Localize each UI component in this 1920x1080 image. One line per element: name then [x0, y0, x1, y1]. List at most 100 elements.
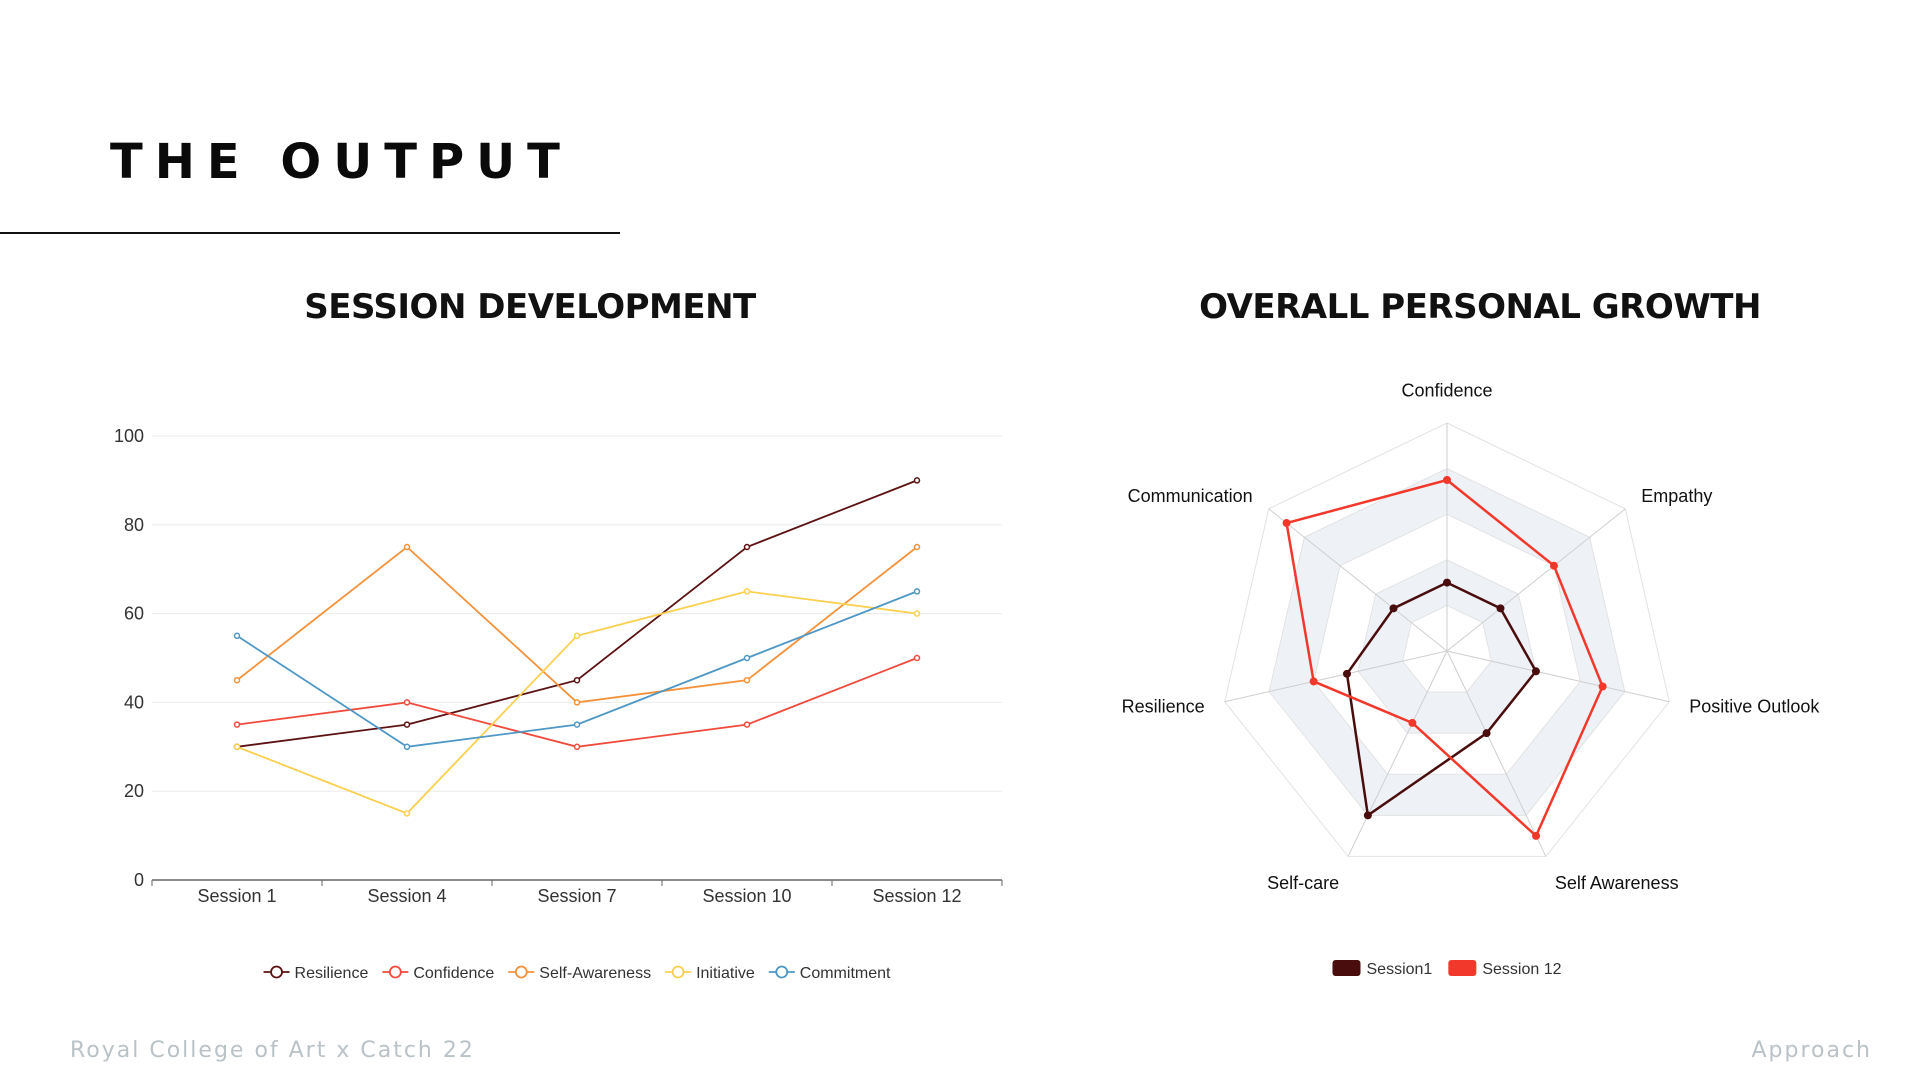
data-point [913, 610, 921, 617]
radar-axis-label: Self-care [1267, 873, 1339, 893]
radar-data-point [1408, 718, 1417, 727]
radar-axis-label: Communication [1128, 486, 1253, 506]
data-point [233, 721, 241, 728]
radar-spoke [1224, 650, 1448, 703]
legend-label: Resilience [295, 965, 369, 982]
y-tick-label: 20 [124, 781, 144, 801]
radar-legend-swatch [1332, 960, 1361, 976]
data-point [573, 699, 581, 706]
radar-series-session1 [1342, 578, 1540, 820]
x-tick-label: Session 1 [197, 886, 276, 906]
data-point [743, 654, 751, 662]
data-point [403, 743, 411, 751]
radar-spoke [1347, 650, 1448, 857]
x-tick-label: Session 4 [367, 886, 446, 906]
data-point [573, 676, 581, 684]
radar-spoke [1446, 650, 1547, 857]
radar-spoke [1446, 508, 1626, 652]
data-point [913, 588, 921, 595]
data-point [233, 632, 241, 640]
data-point [573, 721, 581, 728]
series-initiative [233, 588, 921, 817]
radar-spoke [1268, 508, 1448, 652]
radar-axis-label: Positive Outlook [1689, 696, 1820, 716]
legend-item: Confidence [382, 965, 494, 982]
legend-swatch-marker [671, 965, 685, 979]
data-point [743, 543, 751, 551]
radar-data-point [1482, 729, 1491, 738]
radar-data-point [1443, 578, 1451, 587]
radar-data-point [1531, 667, 1540, 676]
radar-data-point [1549, 561, 1558, 570]
line-chart-heading: SESSION DEVELOPMENT [304, 287, 756, 327]
y-tick-label: 100 [114, 426, 144, 446]
radar-axis-label: Self Awareness [1555, 873, 1679, 893]
legend-item: Initiative [665, 965, 755, 982]
radar-series-outline [1345, 581, 1538, 818]
radar-data-point [1532, 831, 1541, 840]
radar-chart-heading: OVERALL PERSONAL GROWTH [1199, 287, 1761, 327]
legend-swatch-marker [514, 965, 528, 979]
data-point [913, 543, 921, 551]
series-commitment [233, 588, 921, 751]
legend-label: Commitment [800, 965, 891, 982]
x-tick-label: Session 7 [537, 886, 616, 906]
x-tick-label: Session 10 [702, 886, 791, 906]
radar-spoke [1446, 650, 1670, 703]
radar-legend-label: Session 12 [1482, 961, 1561, 978]
radar-axis-label: Empathy [1641, 486, 1712, 506]
radar-chart-legend: Session1 Session 12 [1332, 960, 1562, 978]
legend-item: Self-Awareness [508, 965, 651, 982]
data-point [743, 721, 751, 728]
y-tick-label: 80 [124, 515, 144, 535]
legend-swatch-marker [388, 965, 402, 979]
radar-data-point [1282, 519, 1291, 528]
title-underline [0, 232, 620, 234]
radar-series-session-12 [1282, 476, 1607, 840]
data-point [743, 676, 751, 684]
radar-series-outline [1285, 478, 1604, 838]
legend-item: Commitment [768, 965, 891, 982]
data-point [403, 810, 411, 817]
radar-data-point [1309, 677, 1318, 686]
line-chart-legend: Resilience Confidence Self-Awareness Initia… [263, 965, 891, 982]
legend-label: Self-Awareness [539, 965, 651, 982]
data-point [913, 654, 921, 662]
data-point [233, 676, 241, 684]
footer-credit: Royal College of Art x Catch 22 [70, 1038, 475, 1063]
radar-data-point [1598, 682, 1607, 691]
legend-label: Initiative [696, 965, 755, 982]
radar-legend-item: Session 12 [1448, 960, 1562, 978]
legend-swatch-marker [775, 965, 789, 979]
data-point [403, 721, 411, 728]
y-tick-label: 0 [134, 870, 144, 890]
y-tick-label: 40 [124, 692, 144, 712]
data-point [743, 588, 751, 595]
data-point [403, 699, 411, 706]
legend-label: Confidence [413, 965, 494, 982]
footer-section: Approach [1751, 1038, 1872, 1063]
page-title: THE OUTPUT [110, 134, 572, 190]
radar-data-point [1496, 604, 1505, 613]
radar-legend-item: Session1 [1332, 960, 1433, 978]
radar-axis-label: Confidence [1401, 380, 1492, 400]
y-tick-label: 60 [124, 604, 144, 624]
x-tick-label: Session 12 [872, 886, 961, 906]
data-point [913, 477, 921, 484]
data-point [233, 743, 241, 751]
line-chart-gridlines [152, 435, 1002, 792]
radar-data-point [1363, 811, 1372, 820]
radar-legend-label: Session1 [1367, 961, 1433, 978]
data-point [403, 543, 411, 551]
radar-axis-label: Resilience [1122, 696, 1205, 716]
radar-data-point [1443, 476, 1451, 484]
data-point [573, 743, 581, 751]
radar-grid [1224, 422, 1670, 857]
radar-legend-swatch [1448, 960, 1477, 976]
legend-item: Resilience [263, 965, 369, 982]
legend-swatch-marker [270, 965, 283, 979]
radar-data-point [1342, 669, 1351, 678]
data-point [573, 632, 581, 640]
radar-data-point [1389, 604, 1398, 613]
